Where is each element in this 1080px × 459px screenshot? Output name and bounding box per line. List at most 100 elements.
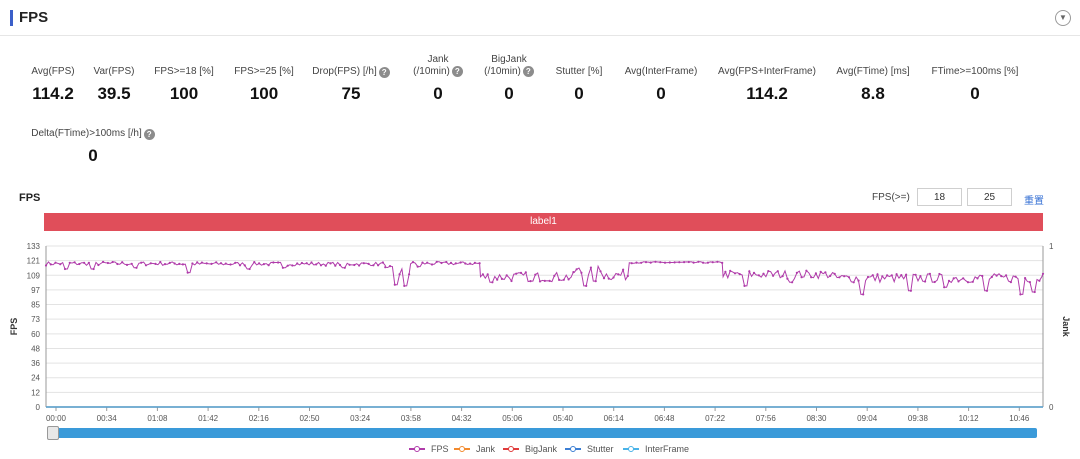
legend-item-fps[interactable]: FPS [409,444,449,454]
y-tick-label: 73 [31,315,40,324]
x-tick-label: 00:00 [46,414,67,423]
x-tick-label: 01:42 [198,414,219,423]
fps-point [543,279,546,282]
fps-point [971,280,974,283]
reset-button[interactable]: 重置 [1024,196,1044,207]
fps-point [886,274,889,277]
fps-point [388,265,392,268]
x-tick-label: 00:34 [97,414,118,423]
fps-point [654,260,657,263]
fps-point [738,273,741,276]
help-icon[interactable]: ? [378,66,390,78]
fps-point [585,284,588,287]
y-tick-label: 12 [31,388,40,397]
help-icon[interactable]: ? [143,128,155,140]
fps-point [729,269,732,272]
help-icon[interactable]: ? [451,66,463,77]
fps-point [1038,279,1041,282]
fps-threshold-input-1[interactable] [917,188,962,206]
metric-10: Avg(FTime) [ms] 8.8 [798,66,948,104]
fps-point [403,284,406,287]
fps-point [626,274,629,278]
fps-point [200,261,203,264]
fps-point [962,277,965,280]
x-tick-label: 02:50 [299,414,320,423]
fps-point [1028,281,1031,284]
metric-value: 100 [249,84,279,103]
fps-point [73,261,76,264]
fps-point [824,271,827,274]
fps-point [617,273,620,276]
fps-point [724,270,727,273]
legend-item-bigjank[interactable]: BigJank [503,444,557,454]
chevron-down-icon[interactable]: ▼ [1055,10,1071,26]
fps-point [168,261,171,264]
help-icon[interactable]: ? [522,66,534,77]
fps-point [63,267,67,271]
fps-point [248,267,251,271]
metric-4: Drop(FPS) [/h]? 75 [276,66,426,104]
fps-point [630,262,633,265]
fps-threshold-input-2[interactable] [967,188,1012,206]
fps-point [1041,272,1045,275]
fps-point [315,263,318,266]
fps-point [125,263,129,266]
fps-point [78,262,81,266]
fps-point [644,261,648,264]
fps-point [548,279,551,282]
fps-point [800,276,803,279]
metric-value: 0 [970,84,980,103]
label-band[interactable]: label1 [44,213,1043,231]
metric-label: Stutter [%] [504,66,654,78]
fps-point [706,261,710,264]
fps-point [334,264,337,267]
x-tick-label: 08:30 [806,414,827,423]
legend-marker [459,446,465,452]
fps-point [814,272,818,275]
fps-point [721,261,724,264]
legend-item-stutter[interactable]: Stutter [565,444,614,454]
fps-point [1024,277,1027,280]
zoom-slider-handle[interactable] [47,426,59,440]
legend-marker [414,446,420,452]
fps-point [191,262,194,265]
fps-point [421,261,424,264]
legend-item-jank[interactable]: Jank [454,444,495,454]
metric-1: Var(FPS) 39.5 [39,66,189,104]
metric-label-text: Avg(FPS+InterFrame) [718,66,816,77]
fps-point [281,266,284,269]
fps-point [49,263,52,266]
fps-point [524,271,527,274]
fps-point [819,270,822,273]
fps-point [519,271,523,274]
fps-point [594,280,597,283]
metric-label-text: Avg(FTime) [ms] [836,66,910,77]
fps-point [748,270,751,273]
fps-point [224,262,227,265]
fps-point [416,265,419,268]
legend-label: Jank [476,444,496,454]
fps-point [398,273,401,276]
zoom-slider-track[interactable] [47,428,1037,438]
fps-point [286,264,289,267]
metric-2: FPS>=18 [%] 100 [109,66,259,104]
fps-point [966,281,970,284]
fps-point [599,270,602,273]
fps-point [440,261,443,265]
fps-point [957,280,960,283]
fps-point [933,280,936,284]
metric-value: 100 [169,84,199,103]
fps-point [663,261,667,264]
metric-label-line1: BigJank [491,54,527,65]
x-tick-label: 05:40 [553,414,574,423]
metric-value: 0 [574,84,584,103]
fps-point [445,260,448,264]
metric-12: Delta(FTime)>100ms [/h]? 0 [18,128,168,166]
fps-point [795,271,799,274]
fps-point [702,261,705,264]
metric-label-line1: Jank [427,54,449,65]
fps-point [914,273,917,276]
fps-point [553,274,556,277]
fps-point [367,262,370,265]
legend-item-interframe[interactable]: InterFrame [623,444,689,454]
